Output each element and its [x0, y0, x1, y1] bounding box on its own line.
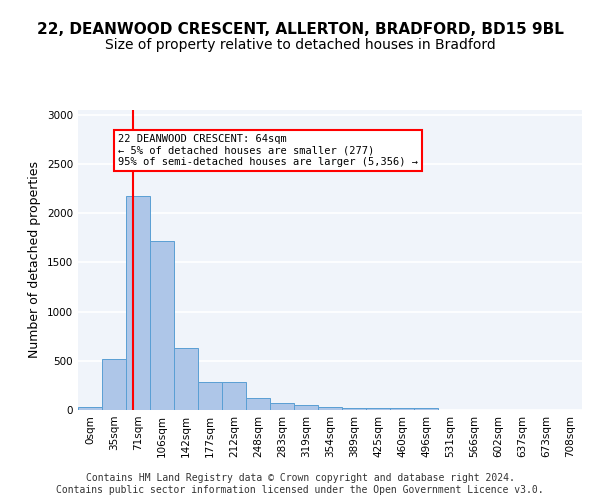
Bar [270, 403, 294, 410]
Text: Size of property relative to detached houses in Bradford: Size of property relative to detached ho… [104, 38, 496, 52]
Bar [102, 359, 126, 410]
Bar [126, 196, 150, 410]
Bar [198, 382, 222, 410]
Bar [222, 382, 246, 410]
Bar [414, 408, 438, 410]
Text: 22, DEANWOOD CRESCENT, ALLERTON, BRADFORD, BD15 9BL: 22, DEANWOOD CRESCENT, ALLERTON, BRADFOR… [37, 22, 563, 38]
Y-axis label: Number of detached properties: Number of detached properties [28, 162, 41, 358]
Bar [366, 408, 390, 410]
Bar [174, 348, 198, 410]
Bar [246, 398, 270, 410]
Bar [150, 241, 174, 410]
Text: Contains HM Land Registry data © Crown copyright and database right 2024.
Contai: Contains HM Land Registry data © Crown c… [56, 474, 544, 495]
Bar [390, 408, 414, 410]
Text: 22 DEANWOOD CRESCENT: 64sqm
← 5% of detached houses are smaller (277)
95% of sem: 22 DEANWOOD CRESCENT: 64sqm ← 5% of deta… [118, 134, 418, 167]
Bar [78, 407, 102, 410]
Bar [318, 406, 342, 410]
Bar [294, 405, 318, 410]
Bar [342, 408, 366, 410]
